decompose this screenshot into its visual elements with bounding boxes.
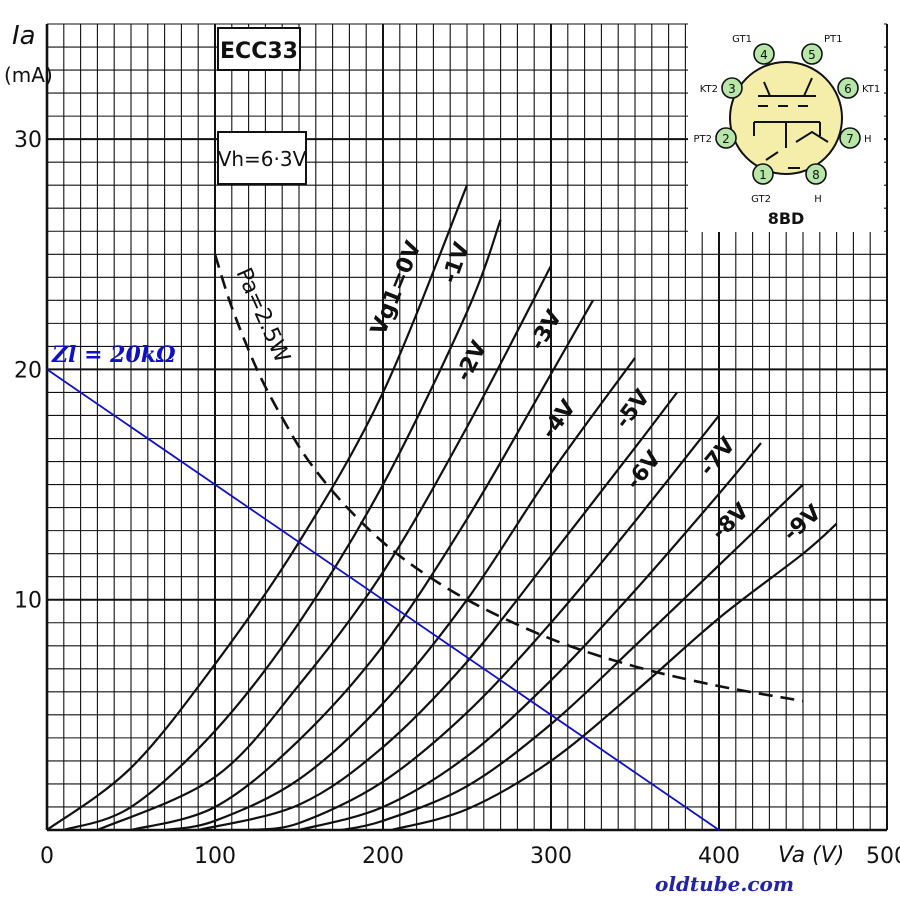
x-tick-label: 400 [698, 844, 740, 869]
load-line [46, 368, 720, 831]
chart-series [46, 184, 838, 832]
series-curve [164, 357, 636, 832]
pin-circle [752, 163, 774, 185]
tube-base-bulb [729, 61, 843, 175]
pin-name: GT1 [732, 34, 752, 45]
series-label: -3V [525, 306, 567, 354]
pin-number: 7 [846, 132, 854, 146]
series-curve [96, 265, 552, 832]
load-line-label: Zl = 20kΩ [51, 342, 176, 368]
x-tick-label: 100 [194, 844, 236, 869]
y-axis-label: Ia [12, 21, 36, 51]
pin-circle [721, 77, 743, 99]
heater-label-box [217, 131, 307, 185]
pinout-diagram: 1 GT2 2 PT2 3 KT2 4 GT1 5 PT1 6 KT1 7 H 8 H 8BD [688, 18, 884, 232]
y-tick-label: 10 [14, 589, 42, 614]
electrode-sketch [753, 77, 829, 169]
series-curve [391, 522, 838, 832]
pin-circle [805, 163, 827, 185]
pin-number: 5 [808, 48, 816, 62]
series-curve [130, 299, 594, 832]
pin-name: GT2 [751, 194, 771, 205]
tube-label-box [217, 27, 301, 71]
pin-circle [801, 43, 823, 65]
chart-axes [45, 24, 887, 832]
pin-number: 2 [722, 132, 730, 146]
x-tick-label: 300 [530, 844, 572, 869]
heater-label: Vh=6·3V [218, 147, 307, 171]
dissipation-curve-label: Pa=2.5W [231, 264, 295, 367]
pin-name: H [814, 194, 822, 205]
pin-circle [837, 77, 859, 99]
pin-circle [715, 127, 737, 149]
series-curve [46, 184, 469, 831]
pin-name: PT2 [693, 134, 712, 145]
source-credit: oldtube.com [655, 872, 795, 896]
series-curve [298, 442, 762, 832]
pin-number: 4 [760, 48, 768, 62]
dissipation-curve [213, 253, 804, 703]
series-curve [340, 483, 804, 832]
series-label: -6V [621, 447, 666, 495]
pin-name: KT1 [862, 84, 880, 95]
x-tick-label: 0 [40, 844, 54, 869]
x-tick-label: 200 [362, 844, 404, 869]
base-label: 8BD [768, 209, 805, 228]
pin-circle [839, 127, 861, 149]
pin-number: 8 [812, 168, 820, 182]
pin-circle [753, 43, 775, 65]
pin-number: 1 [759, 168, 767, 182]
series-label: -2V [451, 337, 492, 385]
series-curve [248, 414, 720, 832]
y-axis-unit: (mA) [4, 63, 53, 87]
x-axis-label: Va (V) [778, 843, 844, 868]
pin-number: 6 [844, 82, 852, 96]
x-tick-label: 500 [866, 844, 900, 869]
pin-name: PT1 [824, 34, 843, 45]
tube-label: ECC33 [220, 39, 298, 64]
y-tick-label: 30 [14, 128, 42, 153]
series-curve [63, 219, 502, 832]
chart-tick-labels: 0 100 200 300 400 500 10 20 30 [14, 128, 900, 869]
chart-grid [46, 23, 888, 831]
pin-name: KT2 [700, 84, 718, 95]
series-curve [197, 391, 678, 832]
pin-name: H [864, 134, 872, 145]
pin-number: 3 [728, 82, 736, 96]
y-tick-label: 20 [14, 358, 42, 383]
series-label: -4V [537, 396, 582, 444]
